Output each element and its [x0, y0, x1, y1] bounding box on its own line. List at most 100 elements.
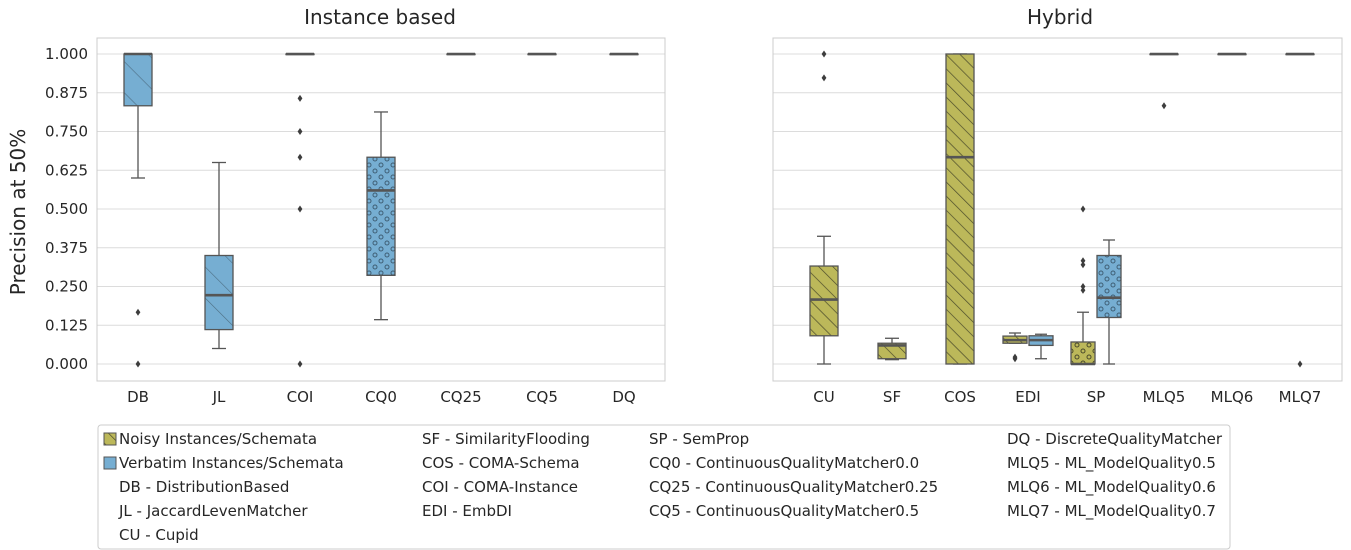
legend-entry: CQ25 - ContinuousQualityMatcher0.25: [649, 478, 938, 496]
legend-entry: JL - JaccardLevenMatcher: [118, 502, 308, 520]
legend-swatch-verbatim: [103, 456, 117, 470]
panel-title-hybrid: Hybrid: [1027, 5, 1093, 29]
legend: Noisy Instances/Schemata Verbatim Instanc…: [97, 424, 1231, 550]
legend-entry: DB - DistributionBased: [119, 478, 289, 496]
y-axis-label: Precision at 50%: [6, 129, 30, 296]
y-tick-label: 0.625: [45, 161, 88, 179]
x-tick-label: MLQ6: [1211, 388, 1254, 406]
legend-entry: Verbatim Instances/Schemata: [119, 454, 344, 472]
x-tick-label: DB: [127, 388, 149, 406]
legend-entry: SP - SemProp: [649, 430, 749, 448]
x-tick-label: SF: [883, 388, 901, 406]
box-cq5-verbatim: [527, 52, 557, 56]
box-cq0-verbatim: [366, 111, 396, 321]
boxes-hybrid: [809, 50, 1315, 368]
box-edi-verbatim: [1028, 333, 1054, 360]
box-cu-noisy: [809, 50, 839, 365]
x-tick-label: CU: [813, 388, 834, 406]
box-body: [366, 156, 396, 276]
box-jl-verbatim: [204, 161, 234, 350]
x-tick-label: MLQ7: [1279, 388, 1322, 406]
x-tick-label: CQ0: [365, 388, 397, 406]
box-sf-noisy: [877, 337, 907, 361]
outlier-point: [297, 128, 303, 135]
x-tick-labels-instance-based: DB JL COI CQ0 CQ25 CQ5 DQ: [127, 388, 636, 406]
outlier-point: [1297, 360, 1303, 368]
outlier-point: [1161, 102, 1167, 110]
legend-entry: COS - COMA-Schema: [422, 454, 580, 472]
legend-items: Noisy Instances/Schemata Verbatim Instanc…: [103, 430, 1223, 544]
outlier-point: [1080, 261, 1086, 269]
box-sp-verbatim: [1096, 239, 1122, 365]
box-body: [945, 53, 975, 365]
y-tick-label: 0.000: [45, 355, 88, 373]
legend-entry: COI - COMA-Instance: [422, 478, 578, 496]
y-tick-labels: 0.000 0.125 0.250 0.375 0.500 0.625 0.750 0.875…: [45, 45, 88, 373]
plot-frame-instance-based: [96, 37, 666, 382]
x-tick-label: COI: [287, 388, 314, 406]
plot-frame-hybrid: [772, 37, 1343, 382]
y-tick-label: 0.375: [45, 239, 88, 257]
box-body: [809, 265, 839, 337]
legend-swatch-noisy: [103, 432, 117, 446]
legend-entry: CQ5 - ContinuousQualityMatcher0.5: [649, 502, 919, 520]
outlier-point: [1080, 286, 1086, 294]
outlier-point: [135, 308, 141, 316]
box-body: [204, 254, 234, 331]
outlier-point: [821, 74, 827, 82]
outlier-point: [1080, 257, 1086, 265]
boxes-instance-based: [123, 52, 639, 368]
grid-hybrid: [773, 53, 1342, 365]
box-mlq5-verbatim: [1149, 52, 1179, 110]
box-cos-noisy: [945, 53, 975, 365]
box-sp-noisy: [1070, 205, 1096, 366]
legend-entry: Noisy Instances/Schemata: [119, 430, 317, 448]
outlier-point: [297, 94, 303, 102]
x-tick-label: EDI: [1015, 388, 1040, 406]
outlier-point: [1012, 353, 1018, 361]
outlier-point: [1080, 205, 1086, 213]
outlier-point: [297, 205, 303, 213]
x-tick-label: COS: [944, 388, 976, 406]
outlier-point: [821, 50, 827, 58]
legend-frame: [97, 424, 1231, 550]
y-tick-label: 0.750: [45, 123, 88, 141]
legend-entry: MLQ6 - ML_ModelQuality0.6: [1007, 478, 1216, 497]
y-tick-label: 0.250: [45, 278, 88, 296]
box-edi-noisy: [1002, 332, 1028, 363]
x-tick-label: DQ: [612, 388, 635, 406]
x-tick-label: SP: [1087, 388, 1106, 406]
box-db-verbatim: [123, 52, 153, 368]
x-tick-labels-hybrid: CU SF COS EDI SP MLQ5 MLQ6 MLQ7: [813, 388, 1321, 406]
box-body: [877, 342, 907, 360]
legend-entry: CQ0 - ContinuousQualityMatcher0.0: [649, 454, 919, 472]
box-dq-verbatim: [609, 52, 639, 56]
y-tick-label: 0.125: [45, 316, 88, 334]
x-tick-label: CQ5: [526, 388, 558, 406]
panel-hybrid: Hybrid CU SF COS EDI SP MLQ5 MLQ6 MLQ7: [772, 5, 1343, 406]
x-tick-label: MLQ5: [1143, 388, 1186, 406]
legend-entry: DQ - DiscreteQualityMatcher: [1007, 430, 1223, 448]
box-mlq7-verbatim: [1285, 52, 1315, 368]
outlier-point: [297, 360, 303, 368]
x-tick-label: JL: [212, 388, 226, 406]
y-tick-label: 0.875: [45, 84, 88, 102]
legend-entry: MLQ5 - ML_ModelQuality0.5: [1007, 454, 1216, 473]
box-body: [123, 53, 153, 107]
y-tick-label: 1.000: [45, 45, 88, 63]
outlier-point: [135, 360, 141, 368]
panel-title-instance-based: Instance based: [304, 5, 456, 29]
panel-instance-based: Instance based DB JL COI CQ0 CQ25 CQ5 DQ 0.000…: [45, 5, 666, 406]
legend-entry: SF - SimilarityFlooding: [422, 430, 590, 448]
outlier-point: [297, 153, 303, 161]
box-mlq6-verbatim: [1217, 52, 1247, 56]
legend-entry: EDI - EmbDI: [422, 502, 512, 520]
box-body: [1096, 254, 1122, 319]
box-coi-verbatim: [285, 52, 315, 368]
outlier-point: [1080, 283, 1086, 290]
box-body: [1070, 341, 1096, 365]
box-cq25-verbatim: [446, 52, 476, 56]
y-tick-label: 0.500: [45, 200, 88, 218]
legend-entry: MLQ7 - ML_ModelQuality0.7: [1007, 502, 1216, 521]
